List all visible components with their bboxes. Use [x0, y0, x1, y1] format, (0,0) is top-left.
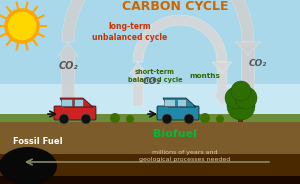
- Circle shape: [162, 114, 172, 124]
- Circle shape: [6, 10, 38, 42]
- Bar: [0, 0, 300, 84]
- FancyArrow shape: [238, 42, 258, 112]
- Text: millions of years and
geological processes needed: millions of years and geological process…: [140, 150, 231, 162]
- Bar: [0, 154, 300, 184]
- Polygon shape: [212, 62, 232, 73]
- Polygon shape: [62, 0, 254, 42]
- Polygon shape: [236, 42, 260, 55]
- Circle shape: [126, 115, 134, 123]
- Circle shape: [200, 113, 210, 123]
- Text: CO₂: CO₂: [249, 59, 267, 68]
- Text: Biofuel: Biofuel: [153, 129, 197, 139]
- Polygon shape: [60, 98, 93, 107]
- FancyBboxPatch shape: [61, 100, 73, 107]
- FancyBboxPatch shape: [164, 100, 175, 107]
- FancyBboxPatch shape: [178, 100, 187, 107]
- FancyArrow shape: [130, 62, 146, 106]
- Circle shape: [227, 92, 255, 120]
- FancyArrow shape: [58, 42, 78, 104]
- Polygon shape: [133, 15, 227, 62]
- Text: CO₂: CO₂: [143, 77, 161, 86]
- Circle shape: [231, 81, 251, 101]
- Polygon shape: [163, 98, 196, 107]
- Circle shape: [184, 114, 194, 124]
- Bar: [0, 114, 300, 122]
- Circle shape: [110, 113, 120, 123]
- Text: CO₂: CO₂: [58, 61, 78, 71]
- Circle shape: [225, 87, 247, 109]
- Circle shape: [81, 114, 91, 124]
- Text: months: months: [190, 73, 220, 79]
- Bar: [0, 176, 300, 184]
- FancyArrow shape: [214, 62, 230, 106]
- Ellipse shape: [0, 147, 57, 184]
- Circle shape: [59, 114, 69, 124]
- Text: short-term
balanced cycle: short-term balanced cycle: [128, 69, 182, 83]
- Text: long-term
unbalanced cycle: long-term unbalanced cycle: [92, 22, 168, 42]
- FancyBboxPatch shape: [74, 100, 83, 107]
- Bar: [238, 104, 243, 122]
- Bar: [0, 0, 300, 116]
- FancyBboxPatch shape: [54, 106, 96, 120]
- Circle shape: [216, 115, 224, 123]
- Text: CARBON CYCLE: CARBON CYCLE: [122, 0, 228, 13]
- Text: Fossil Fuel: Fossil Fuel: [13, 137, 63, 146]
- Circle shape: [235, 87, 257, 109]
- FancyBboxPatch shape: [157, 106, 199, 120]
- Bar: [0, 122, 300, 154]
